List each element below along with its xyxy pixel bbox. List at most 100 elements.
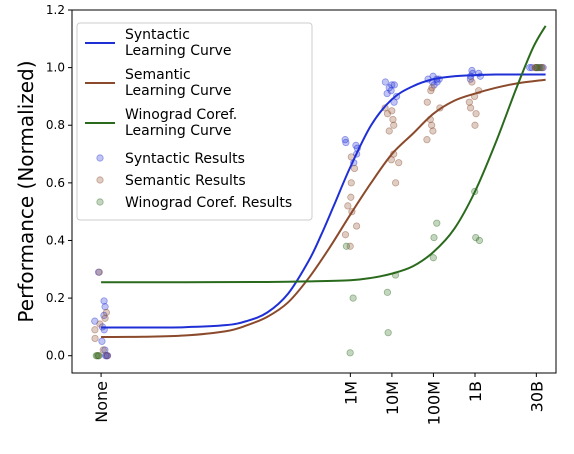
semantic-results-point	[533, 64, 541, 72]
semantic-results-point	[465, 98, 473, 106]
syntactic-results-point	[98, 337, 106, 345]
legend-label: Semantic Learning Curve	[125, 67, 232, 99]
semantic-results-point	[101, 314, 109, 322]
syntactic-results-point	[100, 297, 108, 305]
syntactic-results-point	[102, 352, 111, 360]
syntactic-results-point	[468, 66, 476, 75]
semantic-results-point	[91, 326, 99, 334]
legend-marker	[96, 198, 104, 206]
y-tick-label: 1.2	[46, 3, 65, 17]
semantic-results-point	[427, 87, 435, 95]
y-tick-label: 0.8	[46, 118, 65, 132]
syntactic-results-point	[342, 138, 350, 147]
semantic-results-point	[94, 352, 102, 360]
syntactic-results-point	[390, 98, 398, 106]
syntactic-results-point	[101, 352, 110, 360]
syntactic-results-point	[387, 87, 395, 95]
syntactic-results-point	[101, 303, 109, 311]
syntactic-results-point	[341, 136, 349, 144]
semantic-results-point	[91, 334, 99, 343]
semantic-results-point	[423, 136, 431, 144]
syntactic-results-point	[100, 311, 108, 319]
syntactic-results-point	[103, 352, 112, 360]
syntactic-results-point	[535, 64, 543, 72]
x-tick-label: 10M	[383, 381, 402, 415]
semantic-results-point	[347, 179, 355, 187]
y-axis: 0.0 0.2 0.4 0.6 0.8 1.0 1.2	[46, 3, 72, 363]
y-axis-label: Performance (Normalized)	[14, 60, 38, 322]
semantic-results-point	[390, 121, 398, 129]
x-tick-label: 100M	[424, 381, 443, 425]
x-tick-label: None	[92, 381, 111, 423]
y-tick-label: 0.4	[46, 233, 65, 247]
syntactic-results-point	[352, 141, 360, 150]
syntactic-results-point	[388, 81, 396, 89]
semantic-results-point	[471, 121, 479, 129]
syntactic-results-point	[91, 317, 99, 325]
semantic-results-point	[395, 159, 403, 167]
winograd-coref-results-point	[349, 294, 357, 302]
winograd-coref-results-point	[342, 242, 351, 250]
syntactic-results-point	[430, 81, 438, 89]
winograd-coref-results-point	[475, 236, 484, 245]
syntactic-learning-curve	[101, 73, 546, 329]
semantic-results-point	[103, 352, 111, 360]
legend-label: Syntactic Learning Curve	[125, 27, 232, 59]
legend-label: Semantic Results	[125, 173, 246, 189]
semantic-results-point	[99, 346, 107, 354]
semantic-results-point	[537, 64, 545, 72]
x-tick-label: 1B	[466, 381, 485, 402]
x-tick-label: 30B	[527, 381, 546, 412]
legend-marker	[96, 176, 104, 184]
semantic-results-point	[423, 98, 431, 106]
semantic-results-point	[341, 231, 350, 239]
winograd-coref-results-point	[430, 233, 438, 242]
syntactic-results-point	[528, 64, 536, 72]
semantic-results-point	[468, 78, 476, 86]
winograd-coref-results-point	[433, 219, 441, 227]
winograd-coref-results-point	[346, 349, 354, 357]
winograd-coref-results-point	[536, 64, 544, 72]
semantic-results-point	[96, 320, 104, 328]
legend-label: Winograd Coref. Results	[125, 195, 292, 211]
winograd-coref-results-point	[429, 254, 437, 262]
semantic-results-point	[383, 110, 392, 118]
x-axis: None 1M 10M 100M 1B 30B	[92, 373, 546, 425]
semantic-results-point	[429, 127, 437, 135]
y-tick-label: 0.0	[46, 349, 65, 363]
semantic-results-point	[388, 107, 396, 115]
semantic-learning-curve	[101, 78, 546, 338]
legend: Syntactic Learning Curve Semantic Learning …	[76, 22, 313, 221]
semantic-results-point	[467, 104, 475, 112]
winograd-coref-results-point	[472, 233, 480, 242]
semantic-results-point	[538, 64, 546, 72]
y-tick-label: 0.6	[46, 176, 65, 190]
semantic-results-point	[472, 110, 480, 118]
semantic-results-point	[347, 193, 355, 201]
plot-frame	[71, 9, 557, 374]
semantic-results-point	[102, 308, 110, 317]
semantic-results-point	[353, 222, 361, 230]
semantic-results-point	[532, 64, 540, 72]
semantic-results-point	[95, 268, 103, 276]
learning-curves	[101, 25, 547, 338]
syntactic-results-point	[539, 64, 547, 72]
y-tick-label: 1.0	[46, 61, 65, 75]
syntactic-results-point	[383, 89, 391, 98]
winograd-coref-results-point	[533, 64, 541, 72]
winograd-coref-results-point	[93, 352, 101, 360]
legend-marker	[96, 154, 104, 162]
semantic-results-point	[346, 242, 354, 250]
syntactic-results-point	[94, 268, 103, 276]
x-tick-label: 1M	[341, 381, 360, 405]
winograd-coref-learning-curve	[101, 25, 547, 284]
winograd-coref-results-point	[95, 352, 103, 360]
syntactic-results-point	[385, 84, 393, 92]
winograd-coref-results-point	[383, 288, 392, 296]
semantic-results-point	[531, 64, 539, 72]
syntactic-results-point	[390, 81, 398, 89]
winograd-coref-results-point	[384, 329, 392, 337]
semantic-results-point	[389, 115, 397, 124]
